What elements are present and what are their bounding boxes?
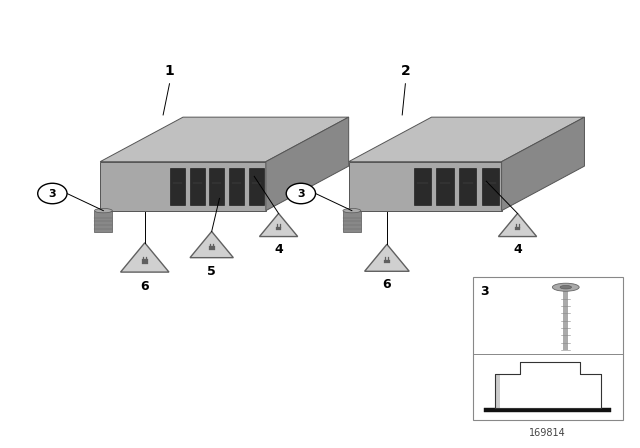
Polygon shape <box>365 244 409 271</box>
Polygon shape <box>515 227 520 230</box>
Polygon shape <box>495 362 601 408</box>
Polygon shape <box>459 168 476 205</box>
Text: 169814: 169814 <box>529 428 566 438</box>
Polygon shape <box>141 259 148 263</box>
Text: 3: 3 <box>480 285 489 298</box>
Text: 4: 4 <box>274 243 283 256</box>
Polygon shape <box>100 162 266 211</box>
Text: 3: 3 <box>49 189 56 198</box>
Polygon shape <box>495 375 500 408</box>
Polygon shape <box>266 117 349 211</box>
Text: 1: 1 <box>164 65 174 78</box>
Polygon shape <box>502 117 584 211</box>
Polygon shape <box>343 211 361 232</box>
Polygon shape <box>229 168 244 205</box>
Ellipse shape <box>560 285 572 289</box>
Polygon shape <box>259 213 298 237</box>
Polygon shape <box>190 232 234 258</box>
Ellipse shape <box>95 208 112 213</box>
Polygon shape <box>499 213 537 237</box>
Polygon shape <box>436 168 454 205</box>
Text: 4: 4 <box>513 243 522 256</box>
Polygon shape <box>190 168 205 205</box>
Polygon shape <box>349 162 502 211</box>
Polygon shape <box>209 168 225 205</box>
Text: 2: 2 <box>401 65 410 78</box>
Ellipse shape <box>343 208 361 213</box>
Circle shape <box>38 183 67 204</box>
Circle shape <box>286 183 316 204</box>
Polygon shape <box>95 211 112 232</box>
Polygon shape <box>473 277 623 420</box>
Polygon shape <box>100 117 349 162</box>
Text: 3: 3 <box>297 189 305 198</box>
Ellipse shape <box>552 283 579 291</box>
Polygon shape <box>248 168 264 205</box>
Polygon shape <box>349 117 584 162</box>
Text: 6: 6 <box>140 280 149 293</box>
Polygon shape <box>120 243 169 272</box>
Polygon shape <box>170 168 185 205</box>
Polygon shape <box>276 227 281 230</box>
Polygon shape <box>563 291 568 350</box>
Text: 5: 5 <box>207 265 216 278</box>
Polygon shape <box>482 168 499 205</box>
Polygon shape <box>484 408 611 412</box>
Polygon shape <box>384 259 390 263</box>
Polygon shape <box>414 168 431 205</box>
Polygon shape <box>209 246 214 250</box>
Text: 6: 6 <box>383 278 391 291</box>
